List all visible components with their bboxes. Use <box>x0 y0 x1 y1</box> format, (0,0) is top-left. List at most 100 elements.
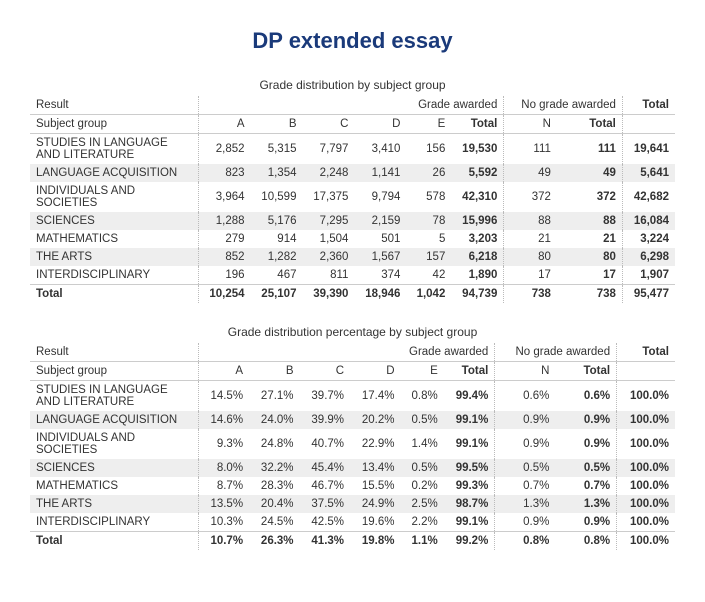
table1: Result Grade awarded No grade awarded To… <box>30 96 675 303</box>
cell-subject: THE ARTS <box>30 248 198 266</box>
cell-b: 25,107 <box>251 285 303 304</box>
cell-n: 1.3% <box>495 495 556 513</box>
cell-grand: 5,641 <box>622 164 675 182</box>
table-row: MATHEMATICS8.7%28.3%46.7%15.5%0.2%99.3%0… <box>30 477 675 495</box>
t2-col-n: N <box>495 362 556 381</box>
cell-total1: 6,218 <box>451 248 504 266</box>
t2-col-total2: Total <box>555 362 616 381</box>
cell-total2: 0.8% <box>555 532 616 551</box>
table2: Result Grade awarded No grade awarded To… <box>30 343 675 550</box>
cell-c: 2,360 <box>302 248 354 266</box>
t2-grade-awarded-label: Grade awarded <box>198 343 495 362</box>
cell-e: 2.5% <box>401 495 444 513</box>
cell-n: 49 <box>504 164 557 182</box>
cell-subject: MATHEMATICS <box>30 230 198 248</box>
cell-n: 0.7% <box>495 477 556 495</box>
cell-c: 7,797 <box>302 134 354 165</box>
cell-subject: INTERDISCIPLINARY <box>30 513 198 532</box>
cell-d: 17.4% <box>350 381 400 412</box>
cell-total2: 111 <box>557 134 623 165</box>
cell-b: 24.0% <box>249 411 299 429</box>
cell-d: 19.8% <box>350 532 400 551</box>
cell-a: 14.6% <box>198 411 249 429</box>
cell-a: 2,852 <box>198 134 251 165</box>
cell-grand: 19,641 <box>622 134 675 165</box>
t2-col-c: C <box>300 362 350 381</box>
cell-a: 10.3% <box>198 513 249 532</box>
cell-total2: 88 <box>557 212 623 230</box>
table-row: SCIENCES1,2885,1767,2952,1597815,9968888… <box>30 212 675 230</box>
table1-title: Grade distribution by subject group <box>30 78 675 92</box>
cell-total1: 98.7% <box>444 495 495 513</box>
t2-col-b: B <box>249 362 299 381</box>
cell-b: 5,176 <box>251 212 303 230</box>
cell-total2: 0.9% <box>555 411 616 429</box>
cell-e: 5 <box>406 230 451 248</box>
cell-d: 501 <box>354 230 406 248</box>
cell-total2: 0.9% <box>555 513 616 532</box>
t2-col-e: E <box>401 362 444 381</box>
cell-b: 20.4% <box>249 495 299 513</box>
t2-col-total1: Total <box>444 362 495 381</box>
cell-grand: 100.0% <box>617 513 675 532</box>
cell-c: 45.4% <box>300 459 350 477</box>
table-row: MATHEMATICS2799141,50450153,20321213,224 <box>30 230 675 248</box>
cell-d: 9,794 <box>354 182 406 212</box>
t1-no-grade-label: No grade awarded <box>504 96 623 115</box>
cell-n: 88 <box>504 212 557 230</box>
cell-total1: 5,592 <box>451 164 504 182</box>
cell-b: 28.3% <box>249 477 299 495</box>
cell-n: 0.9% <box>495 429 556 459</box>
cell-n: 111 <box>504 134 557 165</box>
cell-e: 1.1% <box>401 532 444 551</box>
cell-a: 3,964 <box>198 182 251 212</box>
cell-e: 578 <box>406 182 451 212</box>
cell-e: 1,042 <box>406 285 451 304</box>
cell-a: 10.7% <box>198 532 249 551</box>
cell-e: 0.5% <box>401 411 444 429</box>
cell-d: 22.9% <box>350 429 400 459</box>
cell-subject: INDIVIDUALS AND SOCIETIES <box>30 429 198 459</box>
t1-subject-group-label: Subject group <box>30 115 198 134</box>
cell-a: 8.0% <box>198 459 249 477</box>
table2-title: Grade distribution percentage by subject… <box>30 325 675 339</box>
cell-subject: LANGUAGE ACQUISITION <box>30 411 198 429</box>
table-row: LANGUAGE ACQUISITION8231,3542,2481,14126… <box>30 164 675 182</box>
cell-total1: 99.5% <box>444 459 495 477</box>
cell-n: 0.5% <box>495 459 556 477</box>
cell-b: 27.1% <box>249 381 299 412</box>
cell-total1: 15,996 <box>451 212 504 230</box>
cell-total1: 99.1% <box>444 429 495 459</box>
cell-c: 1,504 <box>302 230 354 248</box>
page-title: DP extended essay <box>30 28 675 54</box>
cell-d: 3,410 <box>354 134 406 165</box>
cell-n: 80 <box>504 248 557 266</box>
cell-grand: 100.0% <box>617 477 675 495</box>
cell-grand: 3,224 <box>622 230 675 248</box>
cell-total1: 99.4% <box>444 381 495 412</box>
cell-b: 26.3% <box>249 532 299 551</box>
cell-e: 0.5% <box>401 459 444 477</box>
cell-c: 46.7% <box>300 477 350 495</box>
cell-grand: 100.0% <box>617 532 675 551</box>
t1-result-label: Result <box>30 96 198 115</box>
cell-total2: 21 <box>557 230 623 248</box>
cell-grand: 100.0% <box>617 459 675 477</box>
cell-total2: 738 <box>557 285 623 304</box>
t2-result-label: Result <box>30 343 198 362</box>
cell-a: 8.7% <box>198 477 249 495</box>
t2-col-a: A <box>198 362 249 381</box>
cell-subject: THE ARTS <box>30 495 198 513</box>
cell-e: 26 <box>406 164 451 182</box>
cell-a: 9.3% <box>198 429 249 459</box>
cell-n: 0.9% <box>495 513 556 532</box>
t2-subject-group-label: Subject group <box>30 362 198 381</box>
cell-a: 14.5% <box>198 381 249 412</box>
cell-total2: 49 <box>557 164 623 182</box>
cell-total1: 99.1% <box>444 411 495 429</box>
t1-col-total2: Total <box>557 115 623 134</box>
cell-total2: 0.6% <box>555 381 616 412</box>
cell-c: 39.7% <box>300 381 350 412</box>
cell-subject: INDIVIDUALS AND SOCIETIES <box>30 182 198 212</box>
table-row: STUDIES IN LANGUAGE AND LITERATURE2,8525… <box>30 134 675 165</box>
